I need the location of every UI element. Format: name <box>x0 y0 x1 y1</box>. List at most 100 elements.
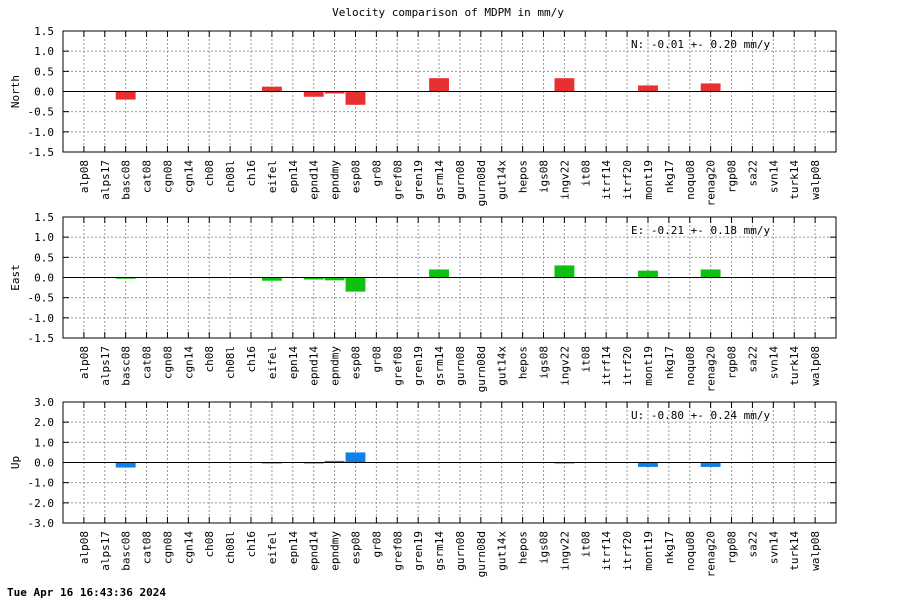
bar <box>115 277 136 279</box>
x-tick-label: cat08 <box>141 531 154 564</box>
timestamp-label: Tue Apr 16 16:43:36 2024 <box>7 586 166 599</box>
x-tick-label: epnd14 <box>308 346 321 386</box>
x-tick-label: alp08 <box>78 531 91 564</box>
bar <box>700 269 721 278</box>
x-tick-label: itrf14 <box>600 160 613 200</box>
x-tick-label: noqu08 <box>684 531 697 571</box>
y-tick-label: 0.5 <box>34 65 54 78</box>
x-tick-label: gref08 <box>391 346 404 386</box>
x-tick-label: it08 <box>579 531 592 558</box>
x-tick-label: ch08l <box>224 346 237 379</box>
x-tick-label: ch16 <box>245 346 258 373</box>
bar <box>324 91 345 94</box>
x-tick-label: mont19 <box>642 160 655 200</box>
y-tick-label: -2.0 <box>28 497 55 510</box>
x-tick-label: gr08 <box>370 160 383 187</box>
x-tick-label: mont19 <box>642 346 655 386</box>
x-tick-label: gsrm14 <box>433 531 446 571</box>
x-tick-label: gut14x <box>496 346 509 386</box>
y-tick-label: -3.0 <box>28 517 55 530</box>
x-tick-label: cgn08 <box>161 531 174 564</box>
x-tick-label: epn14 <box>287 346 300 379</box>
bar <box>554 78 575 92</box>
x-tick-label: alp08 <box>78 346 91 379</box>
x-tick-label: itrf20 <box>621 346 634 386</box>
x-tick-label: ch08l <box>224 531 237 564</box>
x-tick-label: gr08 <box>370 531 383 558</box>
x-tick-label: gut14x <box>496 160 509 200</box>
x-tick-label: epn14 <box>287 531 300 564</box>
x-tick-label: renag20 <box>705 160 718 206</box>
bar <box>700 83 721 92</box>
x-tick-label: sa22 <box>746 531 759 558</box>
x-tick-label: ch16 <box>245 160 258 187</box>
bar <box>303 277 324 280</box>
x-tick-label: hepos <box>517 531 530 564</box>
y-axis-label: Up <box>9 456 22 469</box>
x-tick-label: it08 <box>579 160 592 187</box>
y-tick-label: -1.0 <box>28 312 55 325</box>
x-tick-label: ch16 <box>245 531 258 558</box>
y-tick-label: -1.5 <box>28 146 55 159</box>
x-tick-label: gsrm14 <box>433 346 446 386</box>
x-tick-label: hepos <box>517 346 530 379</box>
x-tick-label: ch08 <box>203 346 216 373</box>
x-tick-label: epn14 <box>287 160 300 193</box>
y-tick-label: 0.0 <box>34 272 54 285</box>
x-tick-label: renag20 <box>705 346 718 392</box>
x-tick-label: noqu08 <box>684 160 697 200</box>
x-tick-label: epndmy <box>329 531 342 571</box>
x-tick-label: igs08 <box>538 346 551 379</box>
y-axis-label: East <box>9 264 22 291</box>
x-tick-label: walp08 <box>809 531 822 571</box>
x-tick-label: nkg17 <box>663 160 676 193</box>
bar <box>324 277 345 281</box>
x-tick-label: ingv22 <box>558 346 571 386</box>
y-tick-label: 1.0 <box>34 436 54 449</box>
x-tick-label: gren19 <box>412 160 425 200</box>
bar <box>700 462 721 467</box>
x-tick-label: gren19 <box>412 346 425 386</box>
x-tick-label: turk14 <box>788 531 801 571</box>
y-axis-label: North <box>9 75 22 108</box>
x-tick-label: nkg17 <box>663 531 676 564</box>
x-tick-label: basc08 <box>120 160 133 200</box>
panel-east: -1.5 -1.0 -0.5 0.0 0.5 1.0 1.5 alp08 alps17 basc0… <box>9 211 837 392</box>
x-tick-label: walp08 <box>809 160 822 200</box>
bar <box>345 452 366 463</box>
y-tick-label: 0.0 <box>34 86 54 99</box>
y-tick-label: -0.5 <box>28 292 55 305</box>
bar <box>261 277 282 281</box>
bar <box>429 78 449 92</box>
bar <box>638 462 658 467</box>
x-tick-label: basc08 <box>120 531 133 571</box>
x-tick-label: rgp08 <box>726 531 739 564</box>
x-tick-label: ch08l <box>224 160 237 193</box>
x-tick-label: ch08 <box>203 160 216 187</box>
bar <box>638 85 658 92</box>
x-tick-label: ingv22 <box>558 160 571 200</box>
x-tick-label: epnd14 <box>308 160 321 200</box>
panel-up: -3.0 -2.0 -1.0 0.0 1.0 2.0 3.0 alp08 alps17 basc0… <box>9 396 837 577</box>
x-tick-label: ingv22 <box>558 531 571 571</box>
x-tick-label: gurn08d <box>475 531 488 577</box>
x-tick-label: it08 <box>579 346 592 373</box>
x-tick-label: rgp08 <box>726 346 739 379</box>
x-tick-label: cat08 <box>141 346 154 379</box>
x-tick-label: gsrm14 <box>433 160 446 200</box>
x-tick-label: gut14x <box>496 531 509 571</box>
x-tick-label: esp08 <box>349 346 362 379</box>
bar <box>345 277 366 292</box>
x-tick-label: hepos <box>517 160 530 193</box>
x-tick-label: cgn14 <box>182 346 195 379</box>
x-tick-label: gurn08 <box>454 346 467 386</box>
plot-frame <box>62 216 837 339</box>
x-tick-label: itrf20 <box>621 531 634 571</box>
y-tick-label: 0.0 <box>34 457 54 470</box>
x-tick-label: gref08 <box>391 160 404 200</box>
x-tick-label: alp08 <box>78 160 91 193</box>
bar <box>115 462 136 468</box>
x-tick-label: turk14 <box>788 160 801 200</box>
x-tick-label: gref08 <box>391 531 404 571</box>
